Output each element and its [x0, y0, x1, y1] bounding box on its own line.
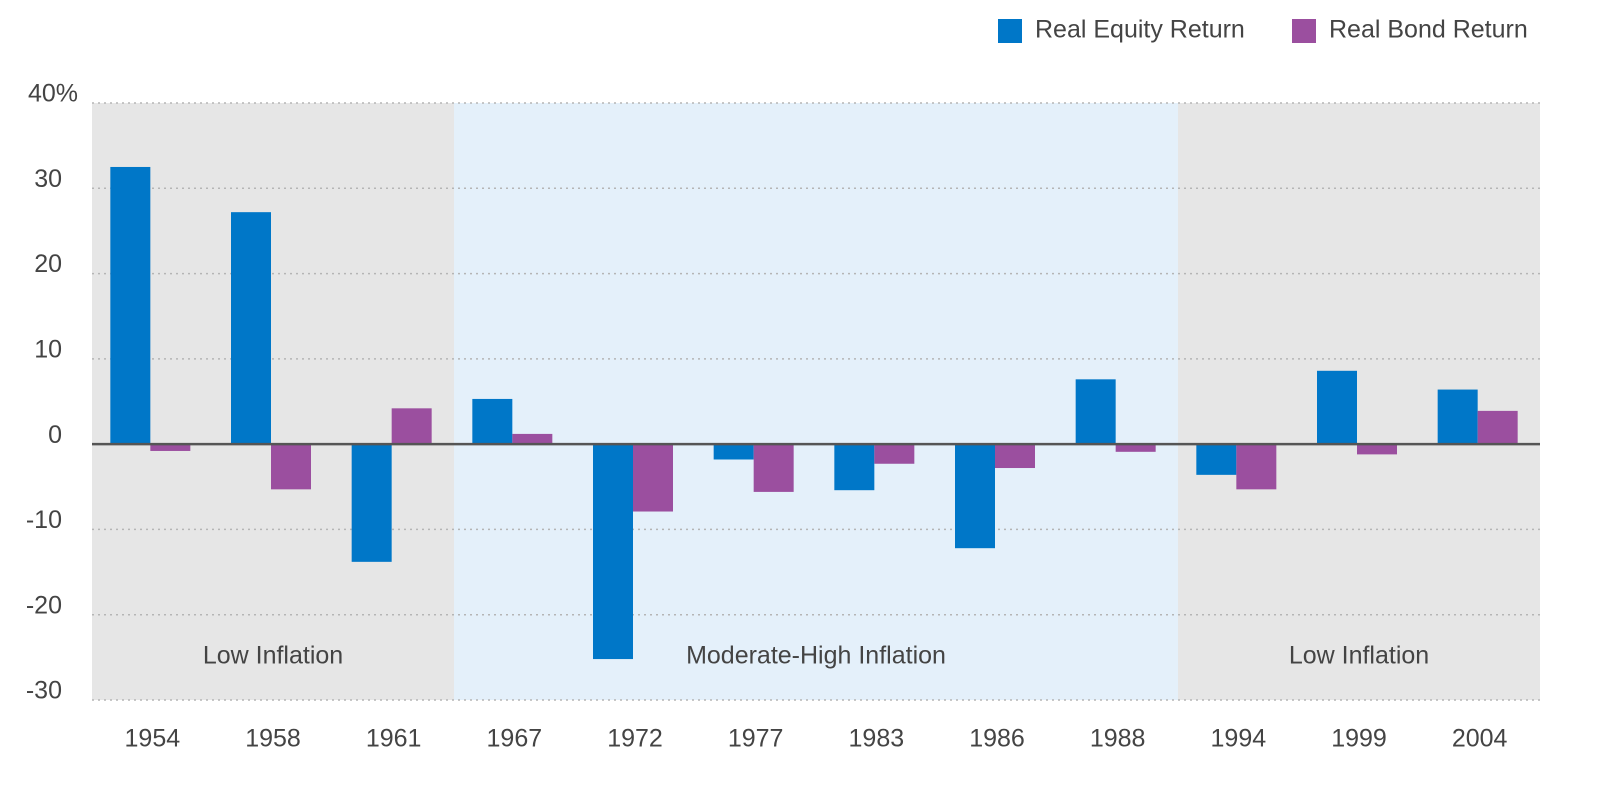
x-tick-label: 2004 — [1452, 725, 1508, 753]
bar — [1317, 370, 1357, 445]
region-label: Moderate-High Inflation — [686, 642, 946, 670]
x-tick-label: 1986 — [969, 725, 1025, 753]
bar — [231, 212, 271, 445]
bar — [633, 444, 673, 512]
bar — [874, 444, 915, 464]
region-label: Low Inflation — [203, 642, 343, 670]
bar — [1236, 444, 1277, 490]
x-tick-label: 1994 — [1211, 725, 1267, 753]
legend-label: Real Equity Return — [1035, 16, 1245, 44]
bar — [472, 398, 513, 445]
bar — [271, 444, 311, 490]
bar — [1357, 444, 1397, 455]
x-tick-label: 1972 — [607, 725, 663, 753]
y-tick-label: 20 — [34, 250, 62, 278]
legend-swatch — [1292, 19, 1316, 43]
bar — [512, 433, 553, 445]
bar — [1477, 410, 1518, 445]
x-tick-label: 1954 — [125, 725, 181, 753]
bar — [753, 444, 794, 492]
y-tick-label: -10 — [26, 506, 62, 534]
bar — [1196, 444, 1237, 475]
bar — [110, 166, 151, 445]
bar — [713, 444, 754, 460]
legend-swatch — [998, 19, 1022, 43]
y-tick-label: 10 — [34, 335, 62, 363]
x-tick-label: 1999 — [1331, 725, 1387, 753]
region-label: Low Inflation — [1289, 642, 1429, 670]
region-band — [1178, 103, 1540, 700]
region-band — [454, 103, 1178, 700]
x-tick-label: 1967 — [487, 725, 543, 753]
y-tick-label: 40% — [28, 80, 78, 108]
bar — [150, 444, 191, 451]
region-band — [92, 103, 454, 700]
bar — [1437, 389, 1478, 445]
bar — [955, 444, 995, 549]
x-tick-label: 1988 — [1090, 725, 1146, 753]
bar — [351, 444, 392, 562]
bar — [1075, 379, 1116, 445]
x-tick-label: 1961 — [366, 725, 422, 753]
y-tick-label: -20 — [26, 591, 62, 619]
bar — [1115, 444, 1156, 452]
x-tick-label: 1958 — [245, 725, 301, 753]
legend-label: Real Bond Return — [1329, 16, 1528, 44]
x-tick-label: 1977 — [728, 725, 784, 753]
x-tick-label: 1983 — [849, 725, 905, 753]
y-tick-label: -30 — [26, 677, 62, 705]
y-tick-label: 30 — [34, 165, 62, 193]
bar — [593, 444, 633, 660]
bar — [391, 408, 432, 445]
bar — [995, 444, 1035, 469]
y-tick-label: 0 — [48, 421, 62, 449]
bar — [834, 444, 875, 491]
